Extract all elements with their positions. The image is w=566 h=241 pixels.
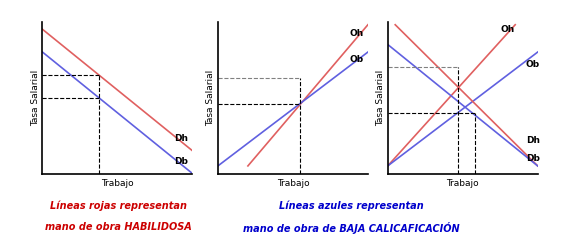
Text: Líneas azules representan: Líneas azules representan — [278, 200, 423, 211]
Y-axis label: Tasa Salarial: Tasa Salarial — [31, 69, 40, 126]
Text: mano de obra HABILIDOSA: mano de obra HABILIDOSA — [45, 222, 192, 232]
Y-axis label: Tasa Salarial: Tasa Salarial — [206, 69, 215, 126]
Text: Dh: Dh — [174, 134, 188, 143]
Y-axis label: Tasa Salarial: Tasa Salarial — [376, 69, 385, 126]
X-axis label: Trabajo: Trabajo — [101, 179, 134, 188]
Text: Ob: Ob — [526, 60, 540, 69]
Text: Dh: Dh — [526, 136, 540, 145]
Text: Oh: Oh — [350, 29, 364, 38]
Text: Oh: Oh — [500, 25, 514, 34]
Text: Db: Db — [526, 154, 539, 163]
X-axis label: Trabajo: Trabajo — [277, 179, 309, 188]
Text: Db: Db — [174, 157, 188, 166]
Text: mano de obra de BAJA CALICAFICACIÓN: mano de obra de BAJA CALICAFICACIÓN — [243, 222, 459, 234]
X-axis label: Trabajo: Trabajo — [447, 179, 479, 188]
Text: Ob: Ob — [350, 55, 364, 64]
Text: Líneas rojas representan: Líneas rojas representan — [50, 200, 187, 211]
